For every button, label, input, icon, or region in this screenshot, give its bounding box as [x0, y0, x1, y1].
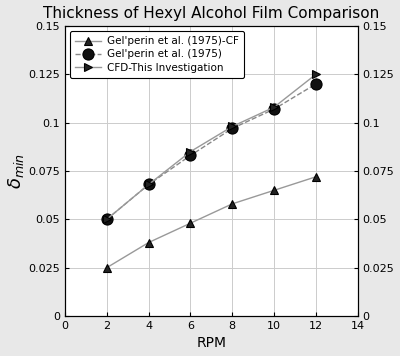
- Y-axis label: $\delta_{min}$: $\delta_{min}$: [6, 153, 26, 189]
- Title: Thickness of Hexyl Alcohol Film Comparison: Thickness of Hexyl Alcohol Film Comparis…: [43, 6, 380, 21]
- CFD-This Investigation: [146, 182, 151, 187]
- Gel'perin et al. (1975): [188, 153, 193, 158]
- Gel'perin et al. (1975)-CF: [230, 202, 235, 206]
- Line: Gel'perin et al. (1975): Gel'perin et al. (1975): [101, 78, 322, 225]
- Gel'perin et al. (1975)-CF: [146, 240, 151, 245]
- Line: CFD-This Investigation: CFD-This Investigation: [103, 70, 320, 224]
- Gel'perin et al. (1975)-CF: [104, 266, 109, 270]
- CFD-This Investigation: [230, 124, 235, 129]
- Gel'perin et al. (1975): [146, 182, 151, 187]
- Gel'perin et al. (1975): [230, 126, 235, 131]
- CFD-This Investigation: [314, 72, 318, 77]
- Gel'perin et al. (1975)-CF: [272, 188, 276, 193]
- CFD-This Investigation: [272, 105, 276, 109]
- Line: Gel'perin et al. (1975)-CF: Gel'perin et al. (1975)-CF: [103, 173, 320, 272]
- Gel'perin et al. (1975): [272, 107, 276, 111]
- Gel'perin et al. (1975): [104, 217, 109, 221]
- Gel'perin et al. (1975)-CF: [188, 221, 193, 225]
- X-axis label: RPM: RPM: [196, 336, 226, 350]
- CFD-This Investigation: [188, 150, 193, 154]
- Legend: Gel'perin et al. (1975)-CF, Gel'perin et al. (1975), CFD-This Investigation: Gel'perin et al. (1975)-CF, Gel'perin et…: [70, 31, 244, 78]
- Gel'perin et al. (1975)-CF: [314, 175, 318, 179]
- CFD-This Investigation: [104, 217, 109, 221]
- Gel'perin et al. (1975): [314, 82, 318, 86]
